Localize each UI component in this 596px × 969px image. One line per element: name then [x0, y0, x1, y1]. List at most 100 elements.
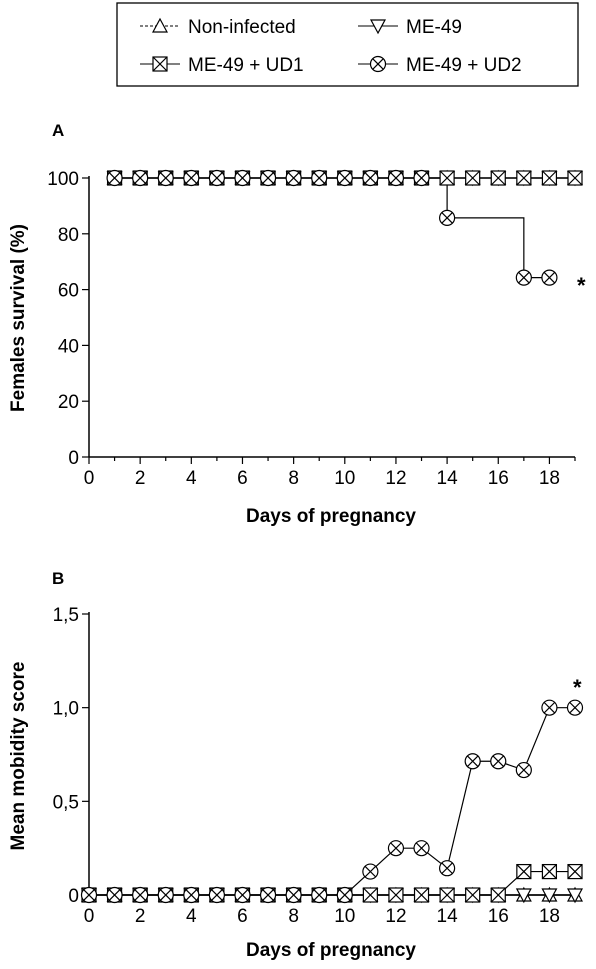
morbidity-y-axis-title: Mean mobidity score [8, 662, 29, 851]
data-point-ud1 [362, 887, 378, 903]
panel-label-b: B [52, 569, 64, 588]
data-point-ud2 [285, 886, 302, 904]
triangle-up-icon [151, 17, 169, 33]
y-tick-label: 1,5 [53, 605, 79, 626]
x-tick-label: 16 [488, 906, 509, 927]
data-point-ud2 [132, 886, 149, 904]
x-tick-label: 18 [539, 468, 560, 489]
data-point-ud2 [106, 169, 123, 187]
data-point-ud2 [208, 886, 225, 904]
data-point-ud2 [439, 860, 456, 877]
data-point-ud2 [183, 169, 200, 187]
data-point-ud2 [541, 269, 558, 286]
x-tick-label: 4 [186, 906, 197, 927]
legend-label-ud2: ME-49 + UD2 [406, 55, 522, 76]
data-point-ud1 [465, 170, 481, 186]
triangle-down-icon [369, 19, 387, 35]
data-point-ud1 [567, 170, 583, 186]
x-tick-label: 18 [539, 906, 560, 927]
panel-label-a: A [52, 121, 64, 140]
data-point-ud2 [132, 169, 149, 187]
data-point-ud2 [439, 209, 456, 226]
y-tick-label: 20 [58, 392, 79, 413]
data-point-me49 [566, 888, 584, 904]
x-tick-label: 14 [437, 906, 459, 927]
y-tick-label: 80 [58, 225, 79, 246]
data-point-ud2 [336, 886, 353, 904]
data-point-me49 [515, 888, 532, 904]
y-tick-label: 40 [58, 336, 79, 357]
data-point-ud1 [439, 887, 455, 903]
morbidity-ticks: 0 2 4 6 8 10 12 14 16 18 0 0,5 1,0 1,5 [53, 605, 576, 927]
boxed-x-icon [152, 56, 168, 72]
x-tick-label: 8 [288, 468, 299, 489]
x-tick-label: 14 [437, 468, 459, 489]
data-point-ud1 [490, 170, 506, 186]
data-point-ud1 [541, 863, 558, 880]
data-point-ud2 [208, 169, 225, 187]
data-point-ud1 [465, 887, 481, 903]
x-tick-label: 0 [84, 468, 95, 489]
data-point-ud2 [285, 169, 302, 187]
data-point-ud2 [413, 840, 430, 857]
morbidity-significance-marker: * [573, 675, 582, 700]
data-point-ud2 [259, 886, 277, 904]
data-point-ud1 [541, 170, 558, 186]
legend-label-me49: ME-49 [406, 17, 462, 38]
legend-item-ud2: ME-49 + UD2 [358, 55, 522, 76]
triangle-down-icon [369, 19, 387, 35]
data-point-ud2 [566, 699, 584, 716]
legend-label-ud1: ME-49 + UD1 [188, 55, 304, 76]
data-point-ud2 [311, 886, 328, 904]
data-point-ud2 [157, 169, 174, 187]
data-point-ud2 [515, 269, 532, 286]
series-line-ud2 [114, 177, 550, 279]
data-point-ud1 [567, 863, 583, 880]
data-point-ud2 [362, 863, 379, 880]
data-point-ud1 [439, 170, 455, 186]
x-tick-label: 10 [334, 468, 355, 489]
y-tick-label: 0 [68, 886, 79, 907]
data-point-ud1 [413, 887, 430, 903]
data-point-ud2 [387, 169, 405, 187]
x-tick-label: 2 [135, 906, 146, 927]
data-point-ud2 [362, 169, 379, 187]
data-point-ud1 [490, 887, 506, 903]
x-tick-label: 4 [186, 468, 197, 489]
legend-item-ud1: ME-49 + UD1 [140, 55, 304, 76]
data-point-ud2 [234, 886, 251, 904]
survival-significance-marker: * [577, 273, 586, 298]
survival-y-axis-title: Females survival (%) [8, 224, 29, 412]
survival-series [106, 169, 584, 286]
morbidity-x-axis-title: Days of pregnancy [246, 940, 416, 961]
y-tick-label: 0,5 [53, 792, 79, 813]
x-tick-label: 8 [288, 906, 299, 927]
data-point-ud2 [183, 886, 200, 904]
y-tick-label: 1,0 [53, 699, 79, 720]
data-point-ud2 [464, 753, 481, 770]
morbidity-axes [88, 612, 575, 896]
data-point-ud1 [516, 863, 532, 880]
legend-label-noninf: Non-infected [188, 17, 296, 38]
x-tick-label: 6 [237, 906, 248, 927]
data-point-ud2 [80, 886, 98, 904]
x-tick-label: 0 [84, 906, 95, 927]
survival-chart: A 0 2 4 6 8 10 12 14 16 18 0 20 40 60 80 100 Days of pr… [8, 121, 586, 527]
data-point-me49 [541, 888, 558, 904]
circled-x-icon [369, 55, 387, 73]
survival-ticks: 0 2 4 6 8 10 12 14 16 18 0 20 40 60 80 100 [47, 169, 576, 489]
boxed-x-icon [152, 56, 168, 72]
data-point-ud2 [311, 169, 328, 187]
y-tick-label: 0 [68, 448, 79, 469]
legend-box [116, 2, 579, 87]
triangle-up-icon [151, 17, 169, 33]
data-point-ud2 [157, 886, 174, 904]
series-line-ud2 [89, 707, 575, 896]
data-point-ud2 [259, 169, 277, 187]
data-point-ud1 [388, 887, 404, 903]
chart-legend: Non-infected ME-49 ME-49 + UD1 ME-49 + U… [116, 2, 579, 87]
x-tick-label: 10 [334, 906, 355, 927]
data-point-ud2 [490, 753, 507, 770]
x-tick-label: 16 [488, 468, 509, 489]
